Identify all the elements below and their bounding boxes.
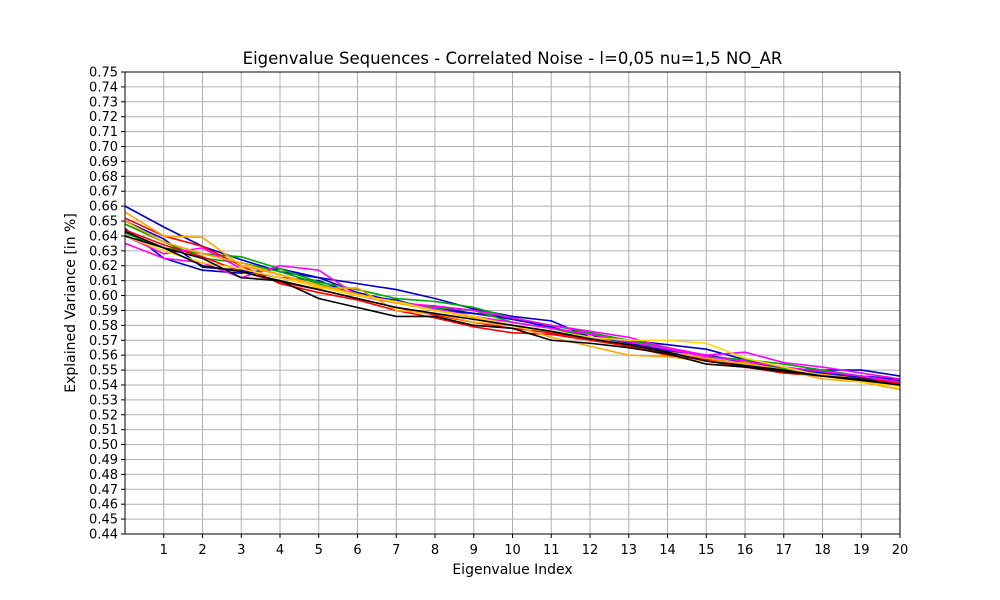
y-tick-label: 0.73	[89, 95, 118, 110]
x-tick-label: 7	[392, 543, 400, 558]
x-tick-label: 18	[814, 543, 831, 558]
x-tick-label: 6	[353, 543, 361, 558]
x-tick-label: 11	[543, 543, 560, 558]
grid	[125, 71, 901, 535]
x-tick-label: 19	[853, 543, 870, 558]
y-tick-label: 0.45	[89, 513, 118, 528]
y-tick-label: 0.48	[89, 468, 118, 483]
y-tick-label: 0.46	[89, 498, 118, 513]
x-tick-label: 3	[237, 543, 245, 558]
x-tick-label: 5	[315, 543, 323, 558]
series-line-13	[124, 230, 901, 386]
y-tick-label: 0.75	[89, 66, 118, 81]
series-lines	[124, 205, 901, 391]
y-tick-label: 0.49	[89, 453, 118, 468]
y-tick-label: 0.69	[89, 155, 118, 170]
y-tick-label: 0.55	[89, 364, 118, 379]
y-tick-label: 0.63	[89, 244, 118, 259]
x-tick-label: 17	[775, 543, 792, 558]
x-tick-label: 8	[431, 543, 439, 558]
y-tick-label: 0.61	[89, 274, 118, 289]
y-tick-label: 0.51	[89, 423, 118, 438]
y-tick-label: 0.58	[89, 319, 118, 334]
y-axis-label: Explained Variance [in %]	[63, 213, 79, 393]
x-tick-label: 1	[160, 543, 168, 558]
y-tick-label: 0.56	[89, 349, 118, 364]
y-tick-label: 0.62	[89, 259, 118, 274]
x-tick-label: 4	[276, 543, 284, 558]
x-axis-label: Eigenvalue Index	[452, 562, 572, 578]
y-tick-label: 0.74	[89, 80, 118, 95]
y-tick-label: 0.72	[89, 110, 118, 125]
y-tick-label: 0.64	[89, 229, 118, 244]
y-tick-label: 0.53	[89, 393, 118, 408]
x-tick-label: 2	[198, 543, 206, 558]
series-line-14	[124, 235, 901, 386]
series-line-8	[124, 242, 901, 380]
x-tick-label: 9	[470, 543, 478, 558]
y-tick-label: 0.50	[89, 438, 118, 453]
y-tick-label: 0.71	[89, 125, 118, 140]
y-tick-label: 0.59	[89, 304, 118, 319]
x-tick-label: 13	[620, 543, 637, 558]
x-tick-label: 14	[659, 543, 676, 558]
y-tick-label: 0.57	[89, 334, 118, 349]
x-tick-label: 10	[504, 543, 521, 558]
y-tick-label: 0.70	[89, 140, 118, 155]
y-tick-label: 0.68	[89, 170, 118, 185]
y-tick-label: 0.47	[89, 483, 118, 498]
ticks: 0.440.450.460.470.480.490.500.510.520.53…	[89, 66, 908, 559]
x-tick-label: 16	[737, 543, 754, 558]
chart-title: Eigenvalue Sequences - Correlated Noise …	[243, 49, 783, 69]
y-tick-label: 0.52	[89, 408, 118, 423]
x-tick-label: 15	[698, 543, 715, 558]
y-tick-label: 0.60	[89, 289, 118, 304]
x-tick-label: 20	[892, 543, 909, 558]
y-tick-label: 0.66	[89, 200, 118, 215]
y-tick-label: 0.67	[89, 185, 118, 200]
y-tick-label: 0.65	[89, 215, 118, 230]
x-tick-label: 12	[582, 543, 599, 558]
y-tick-label: 0.54	[89, 378, 118, 393]
y-tick-label: 0.44	[89, 528, 118, 543]
